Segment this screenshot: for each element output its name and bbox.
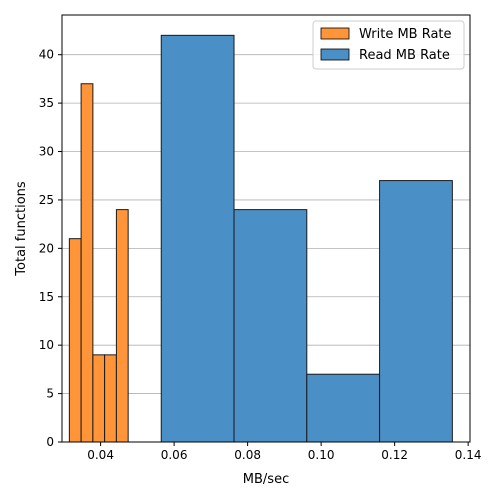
write-bar xyxy=(104,354,117,443)
write-bar xyxy=(115,209,129,443)
x-axis: 0.04 0.06 0.08 0.10 0.12 0.14 xyxy=(87,442,482,462)
bars xyxy=(68,34,453,443)
plot-frame xyxy=(61,14,471,443)
legend-swatch-read xyxy=(320,48,350,61)
write-bar xyxy=(92,354,106,443)
y-axis: 0 5 10 15 20 25 30 35 40 xyxy=(39,48,62,449)
y-tick-label: 30 xyxy=(39,145,54,159)
y-tick-label: 5 xyxy=(46,387,54,401)
x-tick-label: 0.10 xyxy=(308,448,335,462)
read-bar xyxy=(233,209,308,443)
legend: Write MB Rate Read MB Rate xyxy=(312,20,465,70)
read-bar xyxy=(379,180,453,443)
legend-swatch-write xyxy=(320,27,350,40)
y-tick-label: 25 xyxy=(39,193,54,207)
y-tick-label: 20 xyxy=(39,241,54,255)
read-bar xyxy=(306,373,381,443)
y-tick-label: 0 xyxy=(46,435,54,449)
legend-label-read: Read MB Rate xyxy=(359,48,450,63)
x-tick-label: 0.04 xyxy=(87,448,114,462)
y-axis-label: Total functions xyxy=(14,181,29,277)
y-tick-label: 15 xyxy=(39,290,54,304)
x-tick-label: 0.06 xyxy=(161,448,188,462)
read-bar xyxy=(160,34,235,443)
write-bar xyxy=(80,83,94,443)
legend-label-write: Write MB Rate xyxy=(359,27,452,42)
x-axis-label: MB/sec xyxy=(243,472,289,487)
y-tick-label: 40 xyxy=(39,48,54,62)
legend-box xyxy=(312,20,465,70)
y-tick-label: 10 xyxy=(39,338,54,352)
write-bar xyxy=(68,238,82,443)
y-tick-label: 35 xyxy=(39,96,54,110)
x-tick-label: 0.12 xyxy=(381,448,408,462)
x-tick-label: 0.08 xyxy=(234,448,261,462)
x-tick-label: 0.14 xyxy=(455,448,482,462)
